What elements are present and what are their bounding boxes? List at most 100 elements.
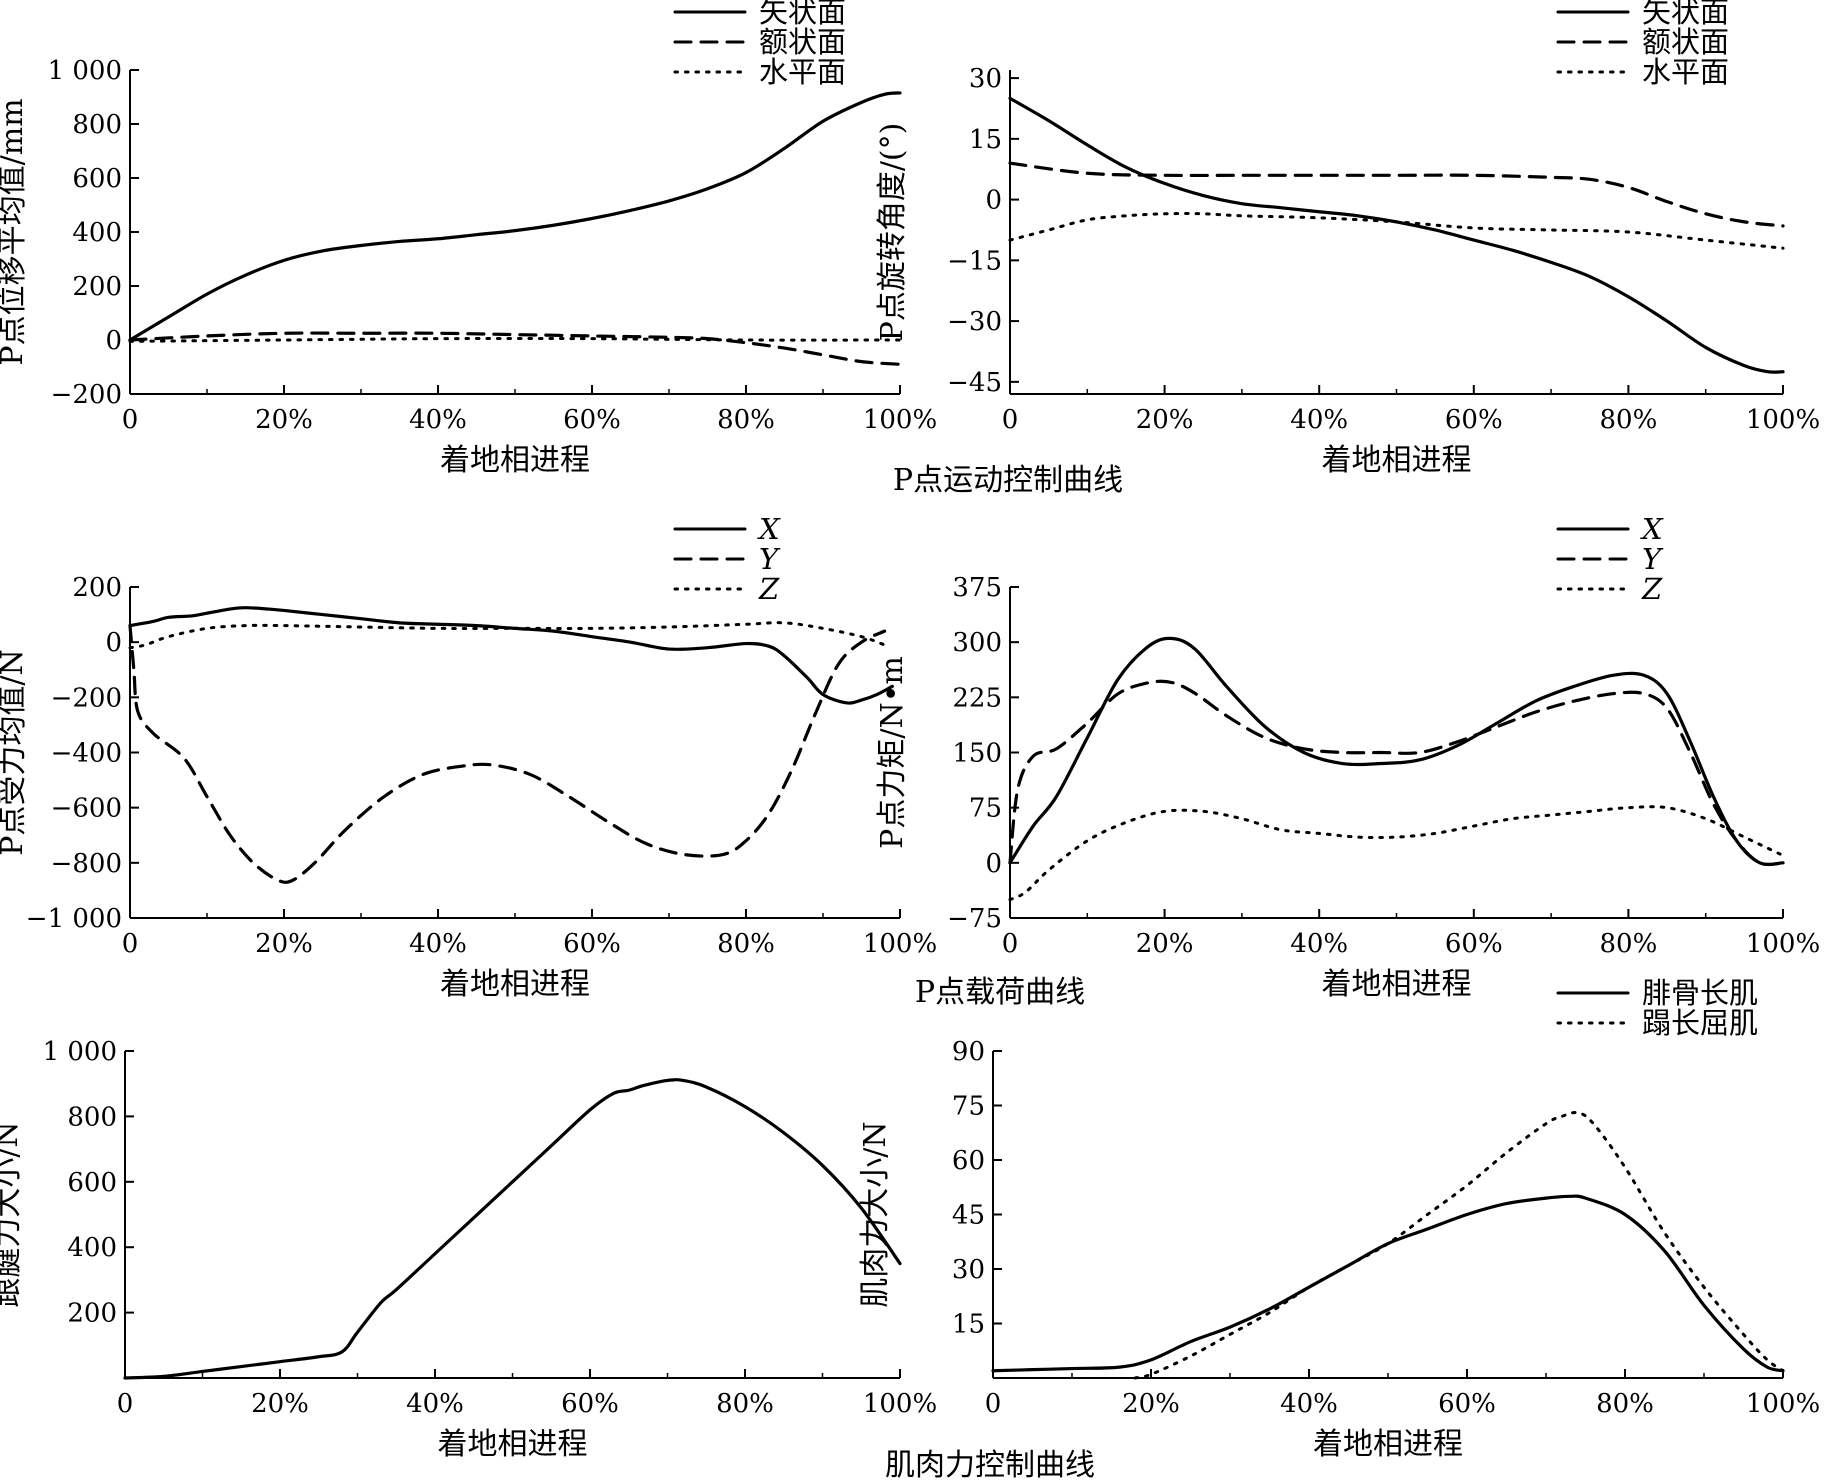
y-tick-label: −200 (51, 683, 122, 713)
legend-label: 矢状面 (759, 0, 846, 29)
legend-label: 水平面 (1642, 55, 1729, 89)
legend-label: X (757, 512, 781, 546)
x-axis-label: 着地相进程 (1313, 1427, 1463, 1462)
chart-6: 15 30 45 60 75 90 0 20% 40% 60% 80% 100% 着地相进程 肌肉力大小/… (858, 976, 1820, 1462)
y-tick-label: 60 (952, 1146, 985, 1176)
series-line-1 (991, 1194, 1785, 1373)
legend-label: Z (758, 572, 780, 606)
x-tick-label: 60% (563, 929, 621, 959)
y-tick-label: 90 (952, 1037, 985, 1067)
y-axis-label: 跟腱力大小/N (0, 1121, 25, 1307)
x-tick-label: 0 (1002, 929, 1019, 959)
x-tick-label: 60% (1445, 405, 1503, 435)
series-line-3 (1008, 805, 1785, 902)
y-tick-label: 0 (105, 326, 122, 356)
y-tick-label: −45 (947, 368, 1002, 398)
y-tick-label: −75 (947, 904, 1002, 934)
caption-muscle-force-control-curves: 肌肉力控制曲线 (885, 1448, 1095, 1481)
x-tick-label: 100% (1746, 1389, 1820, 1419)
x-tick-label: 20% (1136, 929, 1194, 959)
y-axis-label: P点位移平均值/mm (0, 98, 30, 365)
legend-label: 腓骨长肌 (1642, 976, 1758, 1010)
x-tick-label: 80% (1596, 1389, 1654, 1419)
series-line-2 (128, 331, 902, 366)
series-line-2 (1008, 161, 1785, 228)
series-line-3 (128, 621, 887, 650)
x-tick-label: 40% (1280, 1389, 1338, 1419)
caption-load-curves: P点载荷曲线 (915, 975, 1085, 1010)
x-tick-label: 80% (1600, 929, 1658, 959)
y-tick-label: −400 (51, 739, 122, 769)
series-line-2 (1008, 679, 1785, 867)
x-tick-label: 20% (1122, 1389, 1180, 1419)
x-tick-label: 80% (1600, 405, 1658, 435)
x-tick-label: 60% (563, 405, 621, 435)
y-tick-label: −600 (51, 794, 122, 824)
x-axis-label: 着地相进程 (440, 967, 590, 1002)
x-tick-label: 40% (1290, 929, 1348, 959)
y-tick-label: 75 (969, 794, 1002, 824)
y-tick-label: 0 (985, 186, 1002, 216)
chart-3: −1 000 −800 −600 −400 −200 0 200 0 20% 40% 60% 80% 1… (0, 512, 937, 1002)
y-tick-label: 600 (67, 1168, 117, 1198)
series-line-1 (128, 91, 902, 342)
legend-label: 蹋长屈肌 (1642, 1006, 1758, 1040)
x-axis-label: 着地相进程 (1322, 443, 1472, 478)
x-axis-label: 着地相进程 (440, 443, 590, 478)
y-tick-label: 45 (952, 1201, 985, 1231)
x-axis-label: 着地相进程 (438, 1427, 588, 1462)
x-tick-label: 20% (255, 405, 313, 435)
x-tick-label: 60% (1438, 1389, 1496, 1419)
y-tick-label: 375 (952, 573, 1002, 603)
y-tick-label: −200 (51, 380, 122, 410)
legend-label: 水平面 (759, 55, 846, 89)
x-tick-label: 0 (117, 1389, 134, 1419)
y-tick-label: −15 (947, 246, 1002, 276)
y-tick-label: 15 (952, 1310, 985, 1340)
y-tick-label: 300 (952, 628, 1002, 658)
y-axis-label: P点力矩/N•m (875, 656, 910, 849)
x-tick-label: 100% (863, 1389, 937, 1419)
x-tick-label: 100% (863, 929, 937, 959)
y-tick-label: 400 (72, 218, 122, 248)
y-tick-label: −800 (51, 849, 122, 879)
x-tick-label: 40% (409, 405, 467, 435)
x-tick-label: 20% (251, 1389, 309, 1419)
chart-2: −45 −30 −15 0 15 30 0 20% 40% 60% 80% 100% 着地相进程 P点旋转… (875, 0, 1820, 478)
x-axis-label: 着地相进程 (1322, 967, 1472, 1002)
y-axis-label: 肌肉力大小/N (858, 1121, 893, 1307)
series-line-3 (1008, 212, 1785, 250)
y-tick-label: 600 (72, 164, 122, 194)
y-tick-label: 200 (72, 272, 122, 302)
y-tick-label: 1 000 (43, 1037, 117, 1067)
x-tick-label: 100% (863, 405, 937, 435)
chart-5: 200 400 600 800 1 000 0 20% 40% 60% 80% 100% 着地相进程 跟… (0, 1037, 937, 1462)
y-tick-label: 15 (969, 125, 1002, 155)
legend-label: X (1640, 512, 1664, 546)
x-tick-label: 40% (1290, 405, 1348, 435)
series-line-2 (1133, 1111, 1785, 1380)
x-tick-label: 100% (1746, 929, 1820, 959)
y-tick-label: 200 (67, 1299, 117, 1329)
x-tick-label: 20% (1136, 405, 1194, 435)
x-tick-label: 100% (1746, 405, 1820, 435)
x-tick-label: 20% (255, 929, 313, 959)
y-tick-label: 150 (952, 739, 1002, 769)
y-tick-label: −30 (947, 307, 1002, 337)
y-tick-label: 800 (72, 110, 122, 140)
x-tick-label: 0 (122, 929, 139, 959)
x-tick-label: 40% (406, 1389, 464, 1419)
y-tick-label: 75 (952, 1092, 985, 1122)
x-tick-label: 60% (1445, 929, 1503, 959)
y-tick-label: 0 (105, 628, 122, 658)
y-tick-label: −1 000 (26, 904, 122, 934)
x-tick-label: 0 (985, 1389, 1002, 1419)
x-tick-label: 80% (716, 1389, 774, 1419)
y-axis-label: P点受力均值/N (0, 649, 30, 856)
series-line-2 (128, 624, 887, 884)
y-tick-label: 30 (952, 1255, 985, 1285)
y-tick-label: 30 (969, 64, 1002, 94)
